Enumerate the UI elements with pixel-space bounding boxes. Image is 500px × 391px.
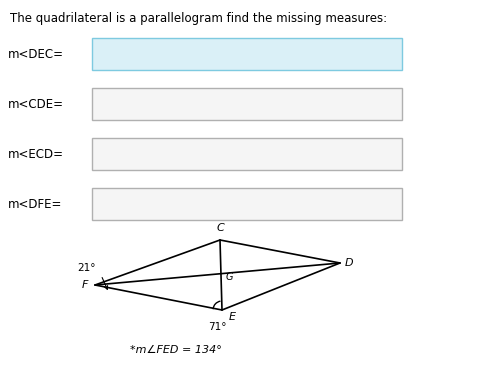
Text: 71°: 71° bbox=[208, 322, 227, 332]
Text: F: F bbox=[82, 280, 88, 290]
Text: G: G bbox=[226, 272, 234, 282]
Bar bbox=[92, 88, 402, 120]
Text: *m∠FED = 134°: *m∠FED = 134° bbox=[130, 345, 222, 355]
Text: The quadrilateral is a parallelogram find the missing measures:: The quadrilateral is a parallelogram fin… bbox=[10, 12, 387, 25]
Text: D: D bbox=[345, 258, 354, 268]
Text: m<DFE=: m<DFE= bbox=[8, 197, 62, 210]
Text: m<ECD=: m<ECD= bbox=[8, 147, 64, 160]
Text: m<DEC=: m<DEC= bbox=[8, 47, 64, 61]
Text: E: E bbox=[229, 312, 236, 322]
Bar bbox=[92, 138, 402, 170]
Text: m<CDE=: m<CDE= bbox=[8, 97, 64, 111]
Text: 21°: 21° bbox=[77, 263, 96, 273]
Text: C: C bbox=[216, 223, 224, 233]
Bar bbox=[92, 188, 402, 220]
Bar bbox=[92, 38, 402, 70]
